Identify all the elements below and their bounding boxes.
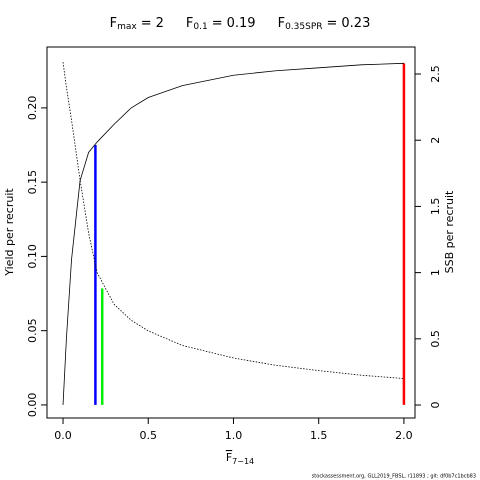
chart-title: Fmax = 2 F0.1 = 0.19 F0.35SPR = 0.23 xyxy=(110,16,371,32)
title-operator: = xyxy=(327,16,338,31)
plot-frame xyxy=(46,46,416,419)
title-value: 0.23 xyxy=(341,16,370,31)
title-operator: = xyxy=(212,16,223,31)
y2-tick-label: 2.5 xyxy=(429,65,442,83)
title-symbol: F xyxy=(186,16,193,31)
title-symbol: F xyxy=(110,16,117,31)
y2-tick-label: 0 xyxy=(429,402,442,409)
curve xyxy=(62,62,404,405)
title-value: 0.19 xyxy=(227,16,256,31)
x-label-subscript: 7−14 xyxy=(232,457,254,466)
x-label-symbol: F xyxy=(226,451,232,464)
x-axis-label: F7−14 xyxy=(226,451,254,466)
x-tick-label: 2.0 xyxy=(395,429,413,442)
y2-tick-label: 2 xyxy=(429,137,442,144)
y2-tick-label: 1.5 xyxy=(429,198,442,216)
y-tick-label: 0.05 xyxy=(26,318,39,343)
x-tick-label: 1.5 xyxy=(310,429,328,442)
y2-tick-label: 1 xyxy=(429,269,442,276)
title-operator: = xyxy=(141,16,152,31)
y-tick-label: 0.00 xyxy=(26,393,39,418)
y2-axis-label: SSB per recruit xyxy=(443,190,456,273)
x-tick-label: 0.0 xyxy=(54,429,72,442)
title-subscript: 0.35SPR xyxy=(285,22,322,32)
curve xyxy=(62,62,404,379)
x-tick-label: 0.5 xyxy=(139,429,157,442)
title-subscript: max xyxy=(117,22,137,32)
y-tick-label: 0.15 xyxy=(26,170,39,195)
title-subscript: 0.1 xyxy=(193,22,207,32)
y-axis-label: Yield per recruit xyxy=(3,188,16,277)
x-tick-label: 1.0 xyxy=(225,429,243,442)
y-tick-label: 0.10 xyxy=(26,244,39,269)
title-symbol: F xyxy=(278,16,285,31)
y-tick-label: 0.20 xyxy=(26,96,39,121)
footer: stockassessment.org, GLL2019_FBSL, r1189… xyxy=(312,474,476,480)
y2-tick-label: 0.5 xyxy=(429,330,442,348)
title-value: 2 xyxy=(156,16,164,31)
